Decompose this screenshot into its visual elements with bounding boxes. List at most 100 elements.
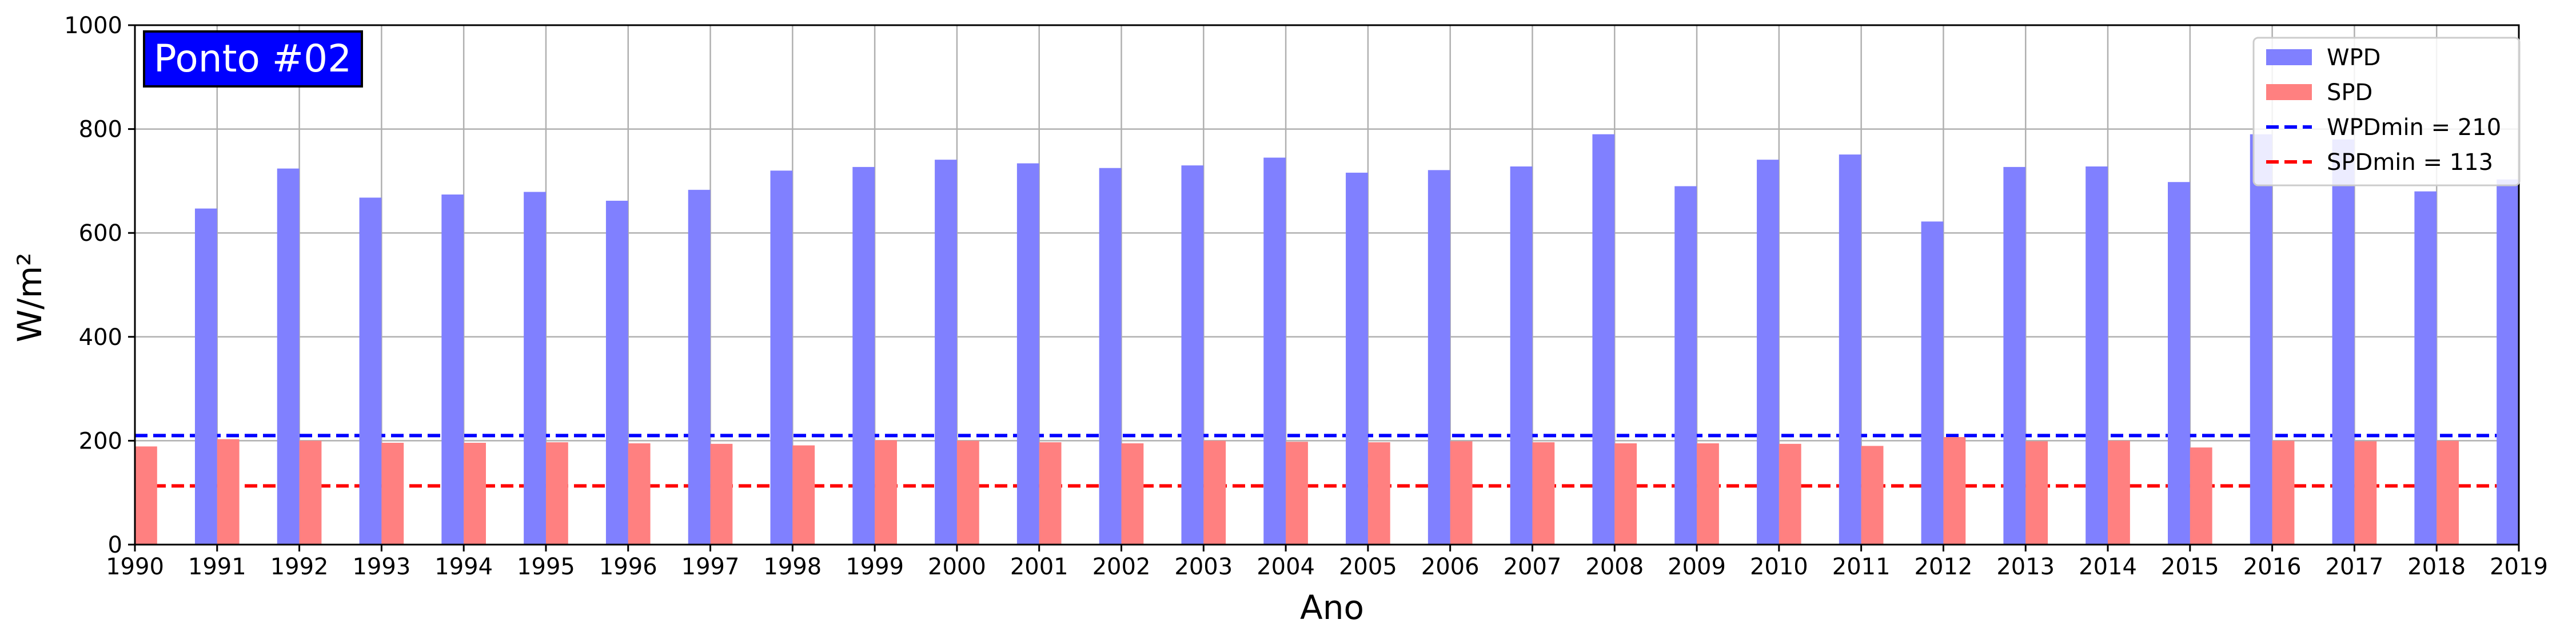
legend-label-spdmin-113: SPDmin = 113 (2327, 149, 2493, 176)
bar-spd-2010 (1779, 443, 1801, 545)
x-tick-label-2009: 2009 (1668, 554, 1726, 580)
bar-wpd-2000 (935, 160, 957, 545)
y-tick-label-0: 0 (108, 532, 122, 558)
bar-spd-1993 (381, 443, 404, 545)
bar-spd-1998 (792, 445, 815, 545)
x-tick-label-2006: 2006 (1421, 554, 1480, 580)
x-tick-label-2002: 2002 (1092, 554, 1151, 580)
bar-wpd-2012 (1921, 221, 1944, 545)
bar-wpd-2007 (1510, 166, 1533, 545)
legend-label-wpdmin-210: WPDmin = 210 (2327, 114, 2501, 141)
bar-wpd-1999 (852, 166, 875, 545)
bar-wpd-1992 (277, 168, 300, 545)
bar-wpd-2013 (2003, 166, 2026, 545)
bar-spd-2015 (2190, 447, 2212, 545)
chart-title: Ponto #02 (154, 37, 352, 81)
bar-wpd-2014 (2085, 166, 2108, 545)
reference-lines (135, 434, 2519, 488)
bar-wpd-2018 (2414, 191, 2437, 545)
bar-wpd-2010 (1757, 160, 1779, 545)
bar-spd-2006 (1450, 441, 1473, 545)
x-tick-label-1999: 1999 (846, 554, 904, 580)
bar-spd-2000 (956, 440, 979, 545)
bar-spd-2007 (1532, 442, 1555, 545)
bar-spd-2018 (2437, 440, 2459, 545)
bar-spd-1997 (710, 443, 733, 545)
bar-wpd-2003 (1181, 165, 1204, 545)
x-axis-label: Ano (1300, 588, 1364, 627)
x-tick-label-1990: 1990 (106, 554, 164, 580)
bar-wpd-2005 (1346, 172, 1368, 545)
legend-box (2252, 37, 2521, 186)
x-tick-label-2014: 2014 (2079, 554, 2137, 580)
bar-wpd-2001 (1016, 163, 1039, 545)
bar-spd-2002 (1121, 443, 1144, 545)
x-tick-label-1995: 1995 (517, 554, 575, 580)
tick-labels: 1990 1991 1992 1993 1994 1995 1996 1997 1998 1999… (64, 13, 2548, 580)
bar-wpd-2017 (2332, 139, 2355, 545)
bar-wpd-2019 (2497, 179, 2519, 545)
bar-spd-2014 (2108, 440, 2130, 545)
legend-label-wpd: WPD (2327, 45, 2380, 71)
bar-spd-2008 (1614, 443, 1637, 545)
bar-spd-1991 (217, 439, 240, 545)
legend-swatch-wpd (2266, 49, 2312, 65)
x-tick-label-2007: 2007 (1504, 554, 1562, 580)
bar-wpd-2008 (1592, 134, 1615, 545)
bar-spd-1995 (545, 442, 568, 545)
x-tick-label-2010: 2010 (1750, 554, 1808, 580)
x-tick-label-1992: 1992 (270, 554, 329, 580)
bar-wpd-2002 (1099, 168, 1122, 545)
bar-spd-2017 (2354, 441, 2377, 545)
bar-wpd-2004 (1263, 157, 1286, 545)
bar-spd-1994 (464, 443, 486, 545)
x-tick-label-2012: 2012 (1915, 554, 1973, 580)
bar-wpd-1998 (770, 170, 793, 545)
x-tick-label-1993: 1993 (352, 554, 410, 580)
bar-wpd-1994 (441, 195, 464, 545)
grid-layer (134, 24, 2520, 546)
x-tick-label-2018: 2018 (2407, 554, 2466, 580)
bar-wpd-1995 (524, 192, 546, 545)
bar-spd-1992 (299, 440, 322, 545)
bar-spd-1990 (135, 446, 157, 545)
bar-wpd-2016 (2250, 134, 2272, 545)
y-tick-label-600: 600 (79, 220, 122, 247)
x-tick-label-2011: 2011 (1832, 554, 1891, 580)
bar-wpd-1993 (359, 197, 382, 545)
y-tick-label-800: 800 (79, 117, 122, 143)
x-tick-label-1998: 1998 (763, 554, 822, 580)
x-tick-label-2015: 2015 (2161, 554, 2219, 580)
y-tick-label-200: 200 (79, 428, 122, 454)
plot-frame (134, 24, 2520, 546)
x-tick-label-2016: 2016 (2243, 554, 2302, 580)
legend-swatch-spd (2266, 84, 2312, 100)
x-tick-label-2008: 2008 (1585, 554, 1644, 580)
x-tick-label-1996: 1996 (599, 554, 657, 580)
bar-wpd-2006 (1427, 170, 1450, 545)
bar-wpd-1996 (605, 200, 628, 545)
legend: WPD SPD WPDmin = 210 SPDmin = 113 (2252, 37, 2521, 186)
bar-spd-2001 (1039, 442, 1062, 545)
bar-spd-2003 (1203, 440, 1226, 545)
bar-spd-2004 (1286, 442, 1308, 545)
bar-spd-2005 (1367, 442, 1390, 545)
bar-wpd-1991 (194, 208, 217, 545)
bar-spd-1999 (875, 440, 897, 545)
bar-wpd-2015 (2168, 182, 2190, 545)
bar-spd-2013 (2025, 441, 2048, 545)
x-tick-label-2003: 2003 (1174, 554, 1233, 580)
y-tick-label-1000: 1000 (64, 13, 122, 39)
x-tick-label-1997: 1997 (681, 554, 740, 580)
bar-spd-1996 (628, 443, 651, 545)
bar-spd-2009 (1697, 443, 1719, 545)
x-tick-label-2005: 2005 (1339, 554, 1397, 580)
bar-wpd-1997 (688, 189, 711, 545)
bar-spd-2016 (2272, 440, 2295, 545)
bar-spd-2011 (1861, 446, 1884, 545)
y-tick-label-400: 400 (79, 324, 122, 351)
bars (135, 134, 2519, 545)
x-tick-label-2019: 2019 (2490, 554, 2548, 580)
legend-label-spd: SPD (2327, 80, 2372, 106)
